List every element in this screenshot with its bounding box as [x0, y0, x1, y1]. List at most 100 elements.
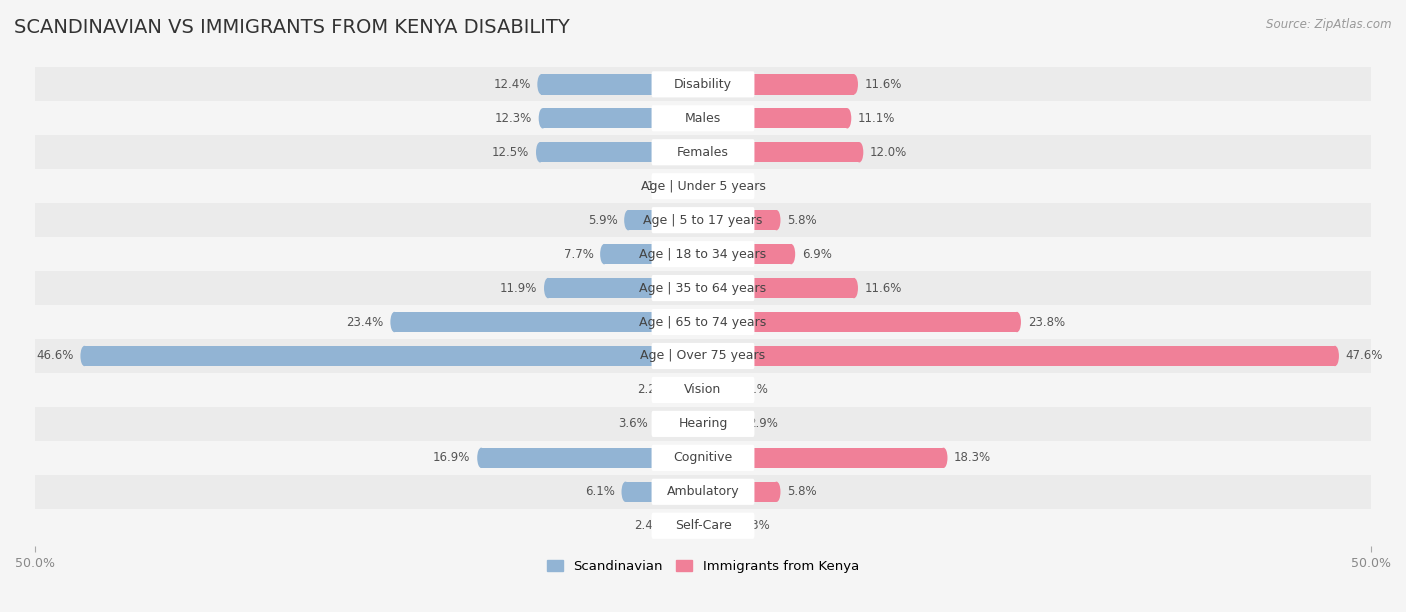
Bar	[699, 278, 703, 298]
Bar	[703, 380, 727, 400]
Bar	[703, 108, 848, 129]
Circle shape	[537, 74, 546, 94]
Text: Self-Care: Self-Care	[675, 519, 731, 532]
Bar	[35, 373, 1371, 407]
Text: Age | 35 to 64 years: Age | 35 to 64 years	[640, 282, 766, 294]
Bar	[84, 346, 703, 366]
Circle shape	[723, 380, 731, 400]
Text: Age | 65 to 74 years: Age | 65 to 74 years	[640, 316, 766, 329]
Bar	[703, 346, 1334, 366]
Bar	[703, 244, 707, 264]
Text: 18.3%: 18.3%	[955, 451, 991, 465]
Text: 6.1%: 6.1%	[585, 485, 614, 498]
Circle shape	[851, 278, 858, 298]
Circle shape	[711, 176, 718, 196]
Bar	[35, 67, 1371, 102]
FancyBboxPatch shape	[651, 411, 755, 437]
Bar	[35, 170, 1371, 203]
Circle shape	[851, 74, 858, 94]
FancyBboxPatch shape	[651, 207, 755, 233]
Text: Ambulatory: Ambulatory	[666, 485, 740, 498]
Bar	[541, 74, 703, 94]
Bar	[699, 515, 703, 536]
Text: 5.9%: 5.9%	[588, 214, 617, 226]
Circle shape	[939, 447, 948, 468]
Bar	[703, 312, 707, 332]
Text: 2.9%: 2.9%	[748, 417, 779, 430]
Text: Vision: Vision	[685, 384, 721, 397]
Circle shape	[544, 278, 553, 298]
Bar	[35, 339, 1371, 373]
Bar	[703, 142, 859, 162]
Text: Age | 5 to 17 years: Age | 5 to 17 years	[644, 214, 762, 226]
Circle shape	[477, 447, 485, 468]
Bar	[605, 244, 703, 264]
Text: 1.2%: 1.2%	[725, 180, 755, 193]
Circle shape	[844, 108, 851, 129]
Circle shape	[538, 108, 547, 129]
Text: SCANDINAVIAN VS IMMIGRANTS FROM KENYA DISABILITY: SCANDINAVIAN VS IMMIGRANTS FROM KENYA DI…	[14, 18, 569, 37]
Bar	[703, 210, 776, 230]
Text: Age | Under 5 years: Age | Under 5 years	[641, 180, 765, 193]
Text: Disability: Disability	[673, 78, 733, 91]
Bar	[703, 414, 707, 434]
Bar	[35, 475, 1371, 509]
Text: 16.9%: 16.9%	[433, 451, 471, 465]
Bar	[35, 135, 1371, 170]
FancyBboxPatch shape	[651, 513, 755, 539]
Bar	[699, 244, 703, 264]
Circle shape	[1331, 346, 1339, 366]
Bar	[703, 74, 707, 94]
Text: Hearing: Hearing	[678, 417, 728, 430]
Text: Source: ZipAtlas.com: Source: ZipAtlas.com	[1267, 18, 1392, 31]
Bar	[703, 346, 707, 366]
Text: 12.3%: 12.3%	[495, 112, 531, 125]
Bar	[35, 305, 1371, 339]
Bar	[699, 210, 703, 230]
Bar	[699, 142, 703, 162]
FancyBboxPatch shape	[651, 105, 755, 132]
Bar	[699, 312, 703, 332]
Text: 12.4%: 12.4%	[494, 78, 530, 91]
Text: 7.7%: 7.7%	[564, 248, 593, 261]
Bar	[395, 312, 703, 332]
Circle shape	[621, 482, 630, 502]
Text: Age | 18 to 34 years: Age | 18 to 34 years	[640, 248, 766, 261]
Bar	[699, 108, 703, 129]
FancyBboxPatch shape	[651, 479, 755, 505]
Text: 2.4%: 2.4%	[634, 519, 664, 532]
Bar	[699, 482, 703, 502]
Bar	[35, 203, 1371, 237]
Bar	[703, 515, 730, 536]
Bar	[699, 176, 703, 196]
Bar	[703, 482, 707, 502]
Text: 23.8%: 23.8%	[1028, 316, 1064, 329]
Bar	[703, 142, 707, 162]
Bar	[626, 482, 703, 502]
Text: 12.5%: 12.5%	[492, 146, 529, 159]
FancyBboxPatch shape	[651, 309, 755, 335]
Bar	[703, 108, 707, 129]
Circle shape	[787, 244, 796, 264]
Circle shape	[725, 515, 734, 536]
Text: Cognitive: Cognitive	[673, 451, 733, 465]
Bar	[699, 414, 703, 434]
FancyBboxPatch shape	[651, 275, 755, 301]
Circle shape	[673, 380, 682, 400]
Circle shape	[600, 244, 609, 264]
Text: Males: Males	[685, 112, 721, 125]
Circle shape	[855, 142, 863, 162]
Text: Age | Over 75 years: Age | Over 75 years	[641, 349, 765, 362]
Bar	[628, 210, 703, 230]
Bar	[703, 176, 716, 196]
Circle shape	[536, 142, 544, 162]
Text: 11.6%: 11.6%	[865, 78, 903, 91]
Bar	[678, 380, 703, 400]
Bar	[703, 244, 792, 264]
Text: 5.8%: 5.8%	[787, 214, 817, 226]
Bar	[703, 210, 707, 230]
Text: 2.2%: 2.2%	[637, 384, 666, 397]
Bar	[703, 278, 853, 298]
FancyBboxPatch shape	[651, 377, 755, 403]
Bar	[481, 447, 703, 468]
